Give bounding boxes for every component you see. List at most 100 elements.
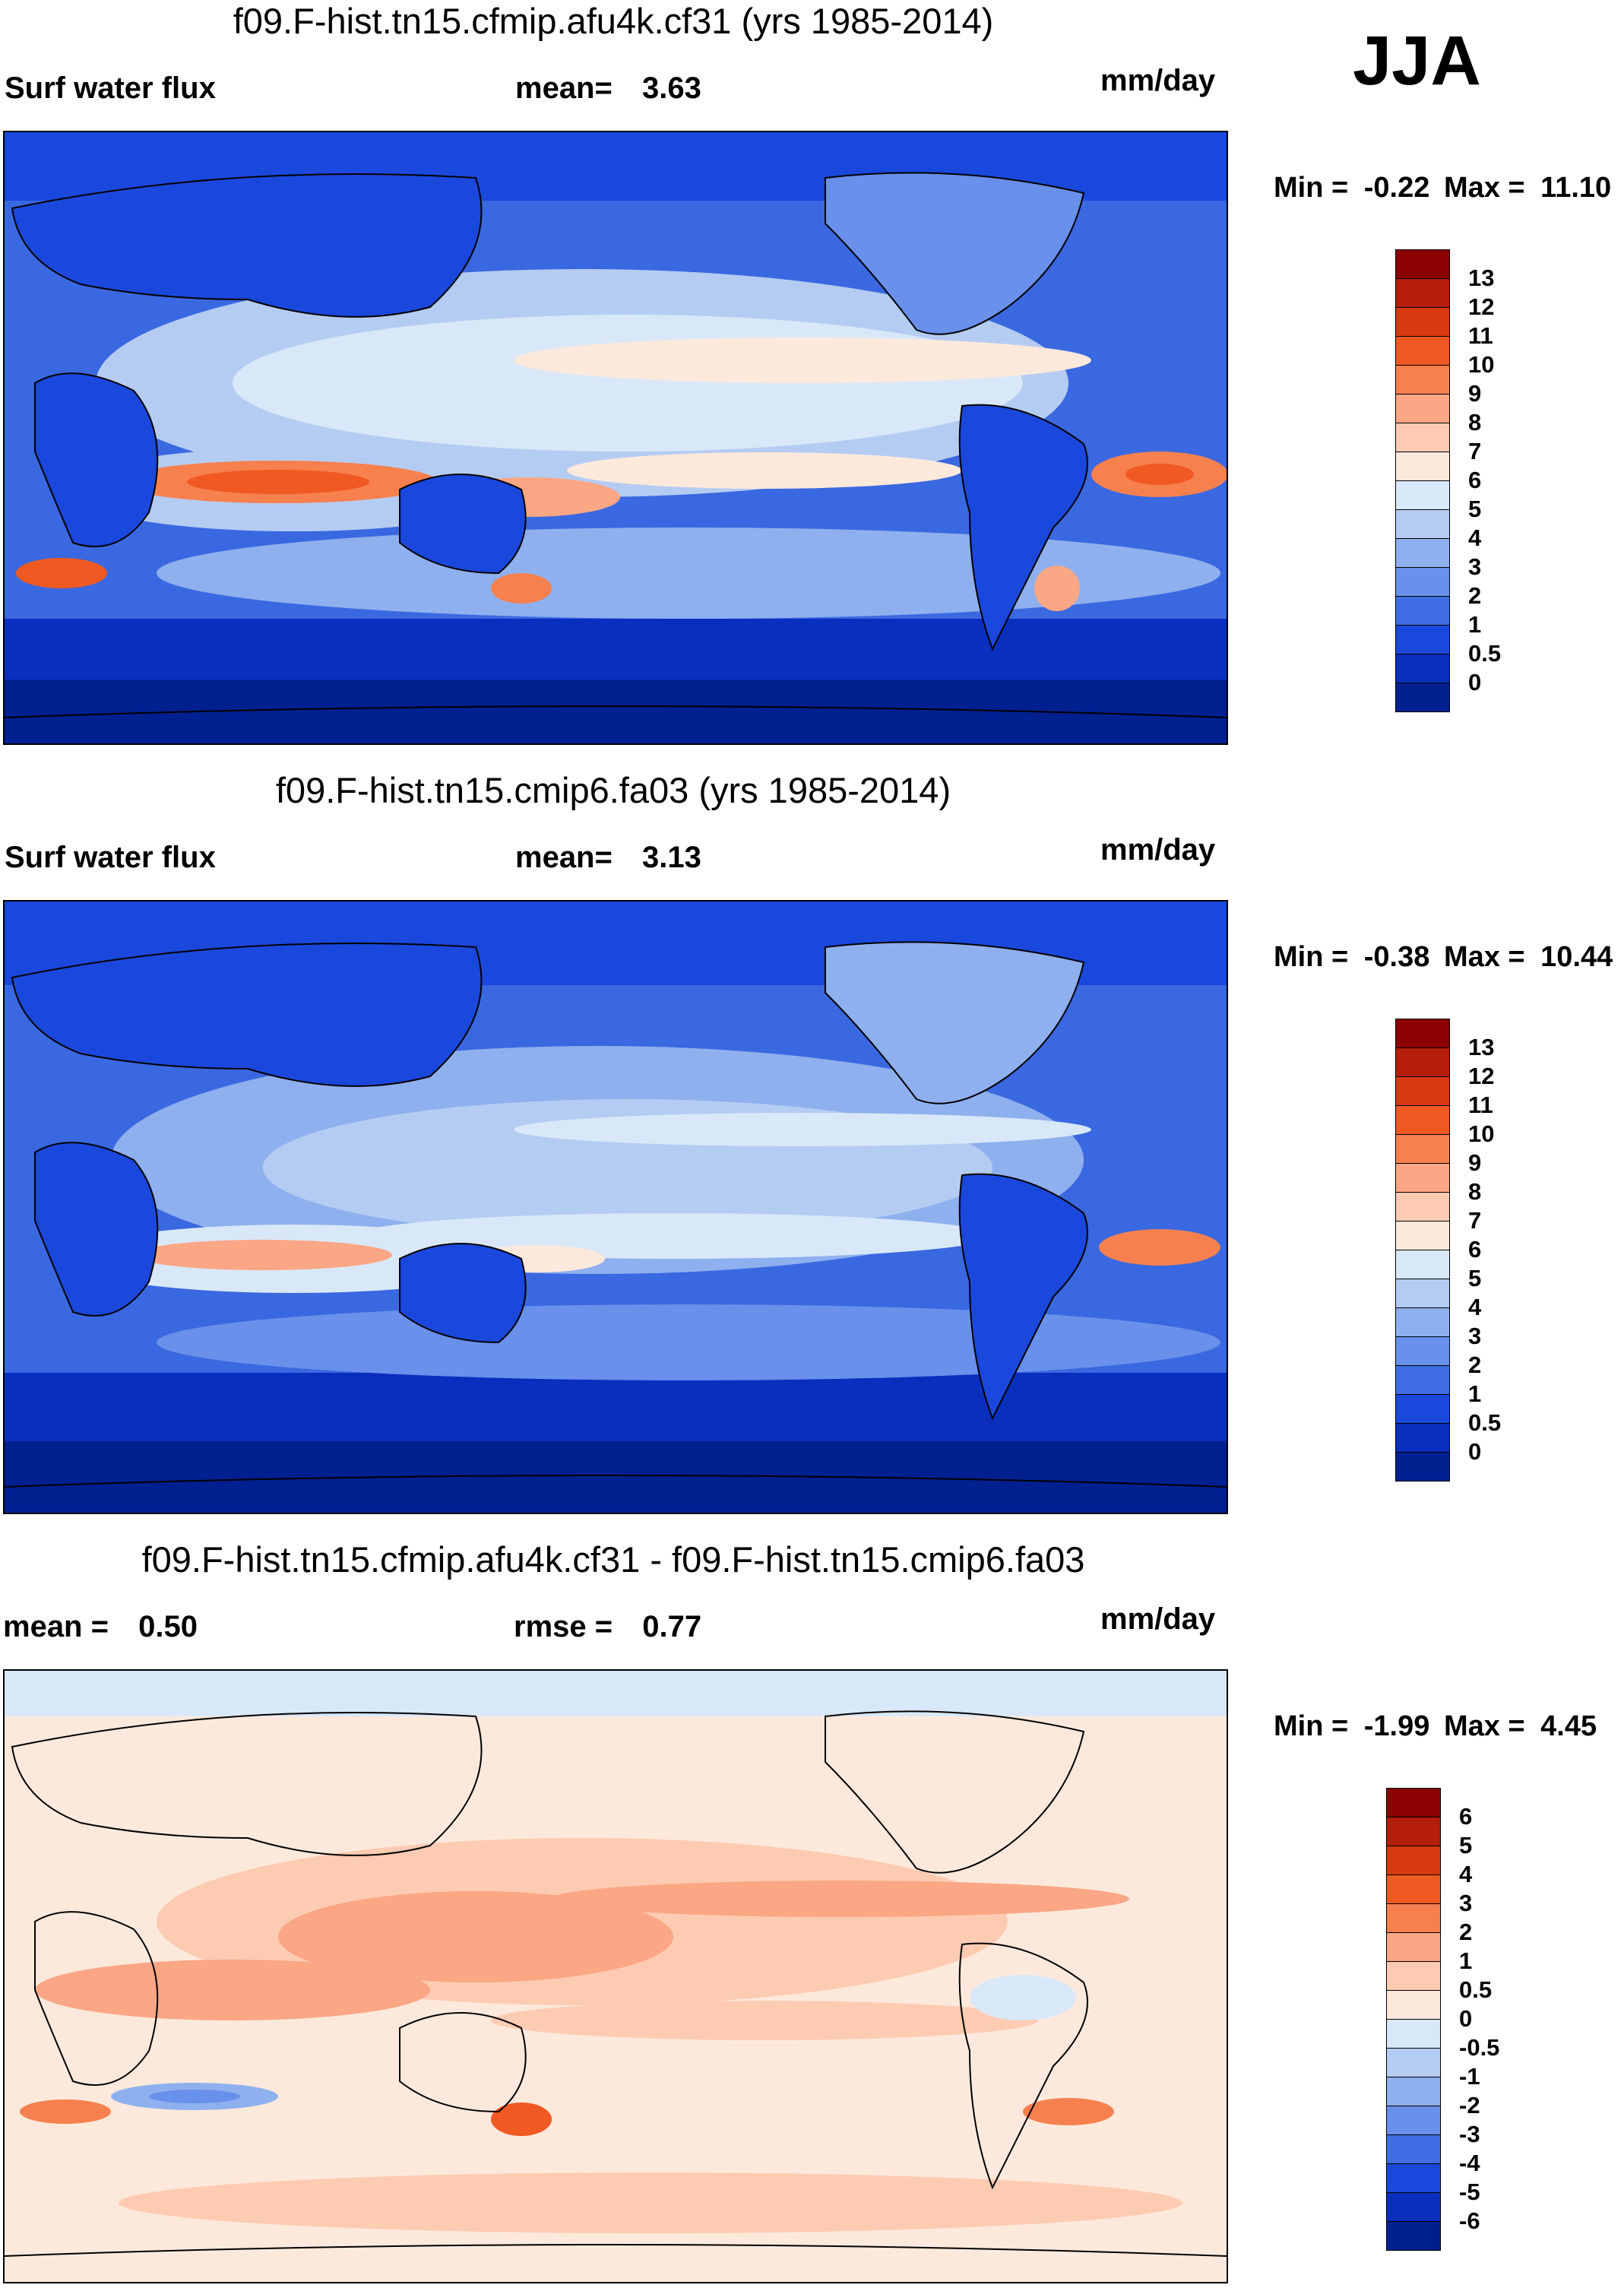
colorbar-swatch [1386,1788,1441,1817]
colorbar-swatch [1386,2221,1441,2251]
colorbar-swatch [1395,1076,1450,1106]
colorbar-swatch [1395,538,1450,568]
antarctica-coastline [5,2244,1227,2257]
colorbar-tick-label: 6 [1468,1236,1482,1263]
colorbar-tick-label: 1 [1459,1947,1473,1974]
panel-1-units: mm/day [1100,64,1216,97]
map-region [278,1891,673,1982]
colorbar-tick-label: 13 [1468,265,1495,291]
panel-1-variable-label: Surf water flux [5,71,216,105]
panel-2-title: f09.F-hist.tn15.cmip6.fa03 (yrs 1985-201… [275,770,951,810]
colorbar-swatch [1395,1163,1450,1193]
panel-3-map [3,1669,1228,2283]
colorbar-swatch [1395,249,1450,279]
map-region [149,2090,240,2103]
panel-2-max-label: Max = [1443,941,1525,973]
colorbar-tick-label: -4 [1459,2150,1480,2176]
colorbar-tick-label: 7 [1468,1207,1482,1234]
colorbar-swatch [1395,1394,1450,1424]
panel-2-mean-label: mean= [515,841,613,874]
panel-2-map-svg [5,902,1227,1513]
map-region [514,337,1091,383]
colorbar-tick-label: 4 [1459,1861,1473,1887]
colorbar-tick-label: 11 [1468,1092,1493,1118]
panel-1-map-svg [5,132,1227,743]
map-region [1125,464,1194,485]
panel-3-map-svg [5,1671,1227,2282]
panel-2-map [3,900,1228,1514]
map-region [491,2103,552,2136]
colorbar-swatch [1386,1846,1441,1875]
panel-2-max-value: 10.44 [1540,941,1613,973]
colorbar-tick-label: 6 [1459,1803,1473,1830]
panel-3-rmse: rmse = 0.77 [514,1610,701,1644]
colorbar-swatch [1395,1336,1450,1366]
colorbar-tick-label: 6 [1468,467,1482,493]
colorbar-swatch [1395,365,1450,395]
panel-2-units: mm/day [1100,833,1216,867]
colorbar-tick-label: 9 [1468,380,1482,407]
colorbar-swatch [1395,1365,1450,1395]
colorbar-swatch [1386,2134,1441,2164]
panel-3-rmse-value: 0.77 [642,1610,702,1643]
map-region [157,1304,1220,1380]
panel-1-minmax: Min = -0.22 Max = 11.10 [1274,172,1611,204]
colorbar-swatch [1395,1452,1450,1481]
colorbar-tick-label: 0 [1468,669,1482,696]
colorbar-swatch [1395,1221,1450,1250]
north-america-coastline [825,1710,1085,1874]
colorbar-tick-label: -0.5 [1459,2034,1500,2061]
panel-1-max-value: 11.10 [1540,172,1612,204]
antarctica-coastline [5,705,1227,718]
panel-2-variable-label: Surf water flux [5,841,216,874]
colorbar-tick-label: 5 [1468,496,1482,522]
panel-1-mean-value: 3.63 [641,71,701,105]
colorbar-swatch [1395,1019,1450,1048]
colorbar-tick-label: 8 [1468,1178,1482,1205]
colorbar-swatch [1386,1961,1441,1991]
colorbar-swatch [1395,452,1450,481]
africa-coastline [34,1911,159,2086]
map-region [970,1975,1076,2020]
colorbar-swatch [1386,2192,1441,2222]
colorbar-swatch [1395,1279,1450,1308]
panel-3-minmax: Min = -1.99 Max = 4.45 [1274,1710,1597,1743]
colorbar-tick-label: 11 [1468,322,1493,349]
map-region [552,1881,1129,1917]
colorbar-swatch [1395,1307,1450,1337]
colorbar-swatch [1395,625,1450,654]
colorbar-swatch [1395,1047,1450,1077]
colorbar-swatch [1395,683,1450,712]
colorbar-tick-label: 1 [1468,1380,1482,1407]
colorbar-tick-label: -6 [1459,2207,1480,2234]
colorbar-swatch [1395,1105,1450,1135]
panel-2-minmax: Min = -0.38 Max = 10.44 [1274,941,1613,974]
panel-2-min-value: -0.38 [1363,941,1430,973]
map-region [119,2172,1182,2233]
panel-1-mean: mean= 3.63 [515,71,701,106]
map-region [491,2001,1038,2040]
colorbar-swatch [1395,1192,1450,1222]
panel-3-rmse-label: rmse = [514,1610,613,1643]
colorbar-tick-label: 9 [1468,1149,1482,1176]
australia-coastline [399,2012,527,2113]
panel-3-min-label: Min = [1274,1710,1349,1742]
panel-2-colorbar: 13 12 11 10 9 8 7 6 5 4 3 2 1 0.5 0 [1395,1019,1562,1502]
map-band [5,1441,1227,1513]
panel-3-title: f09.F-hist.tn15.cfmip.afu4k.cf31 - f09.F… [141,1539,1085,1580]
australia-landmass [399,474,527,575]
colorbar-tick-label: 1 [1468,611,1482,638]
colorbar-tick-label: 13 [1468,1034,1495,1060]
south-america-landmass [958,404,1088,651]
panel-3-mean-value: 0.50 [138,1610,198,1643]
panel-2-mean: mean= 3.13 [515,841,701,875]
eurasia-coastline [11,1712,483,1856]
colorbar-swatch [1395,1423,1450,1453]
colorbar-swatch [1395,423,1450,452]
colorbar-tick-label: -5 [1459,2179,1480,2205]
eurasia-landmass [11,173,483,318]
map-region [491,573,552,604]
colorbar-swatch [1395,1250,1450,1279]
colorbar-swatch [1395,278,1450,308]
map-region [1034,566,1080,611]
